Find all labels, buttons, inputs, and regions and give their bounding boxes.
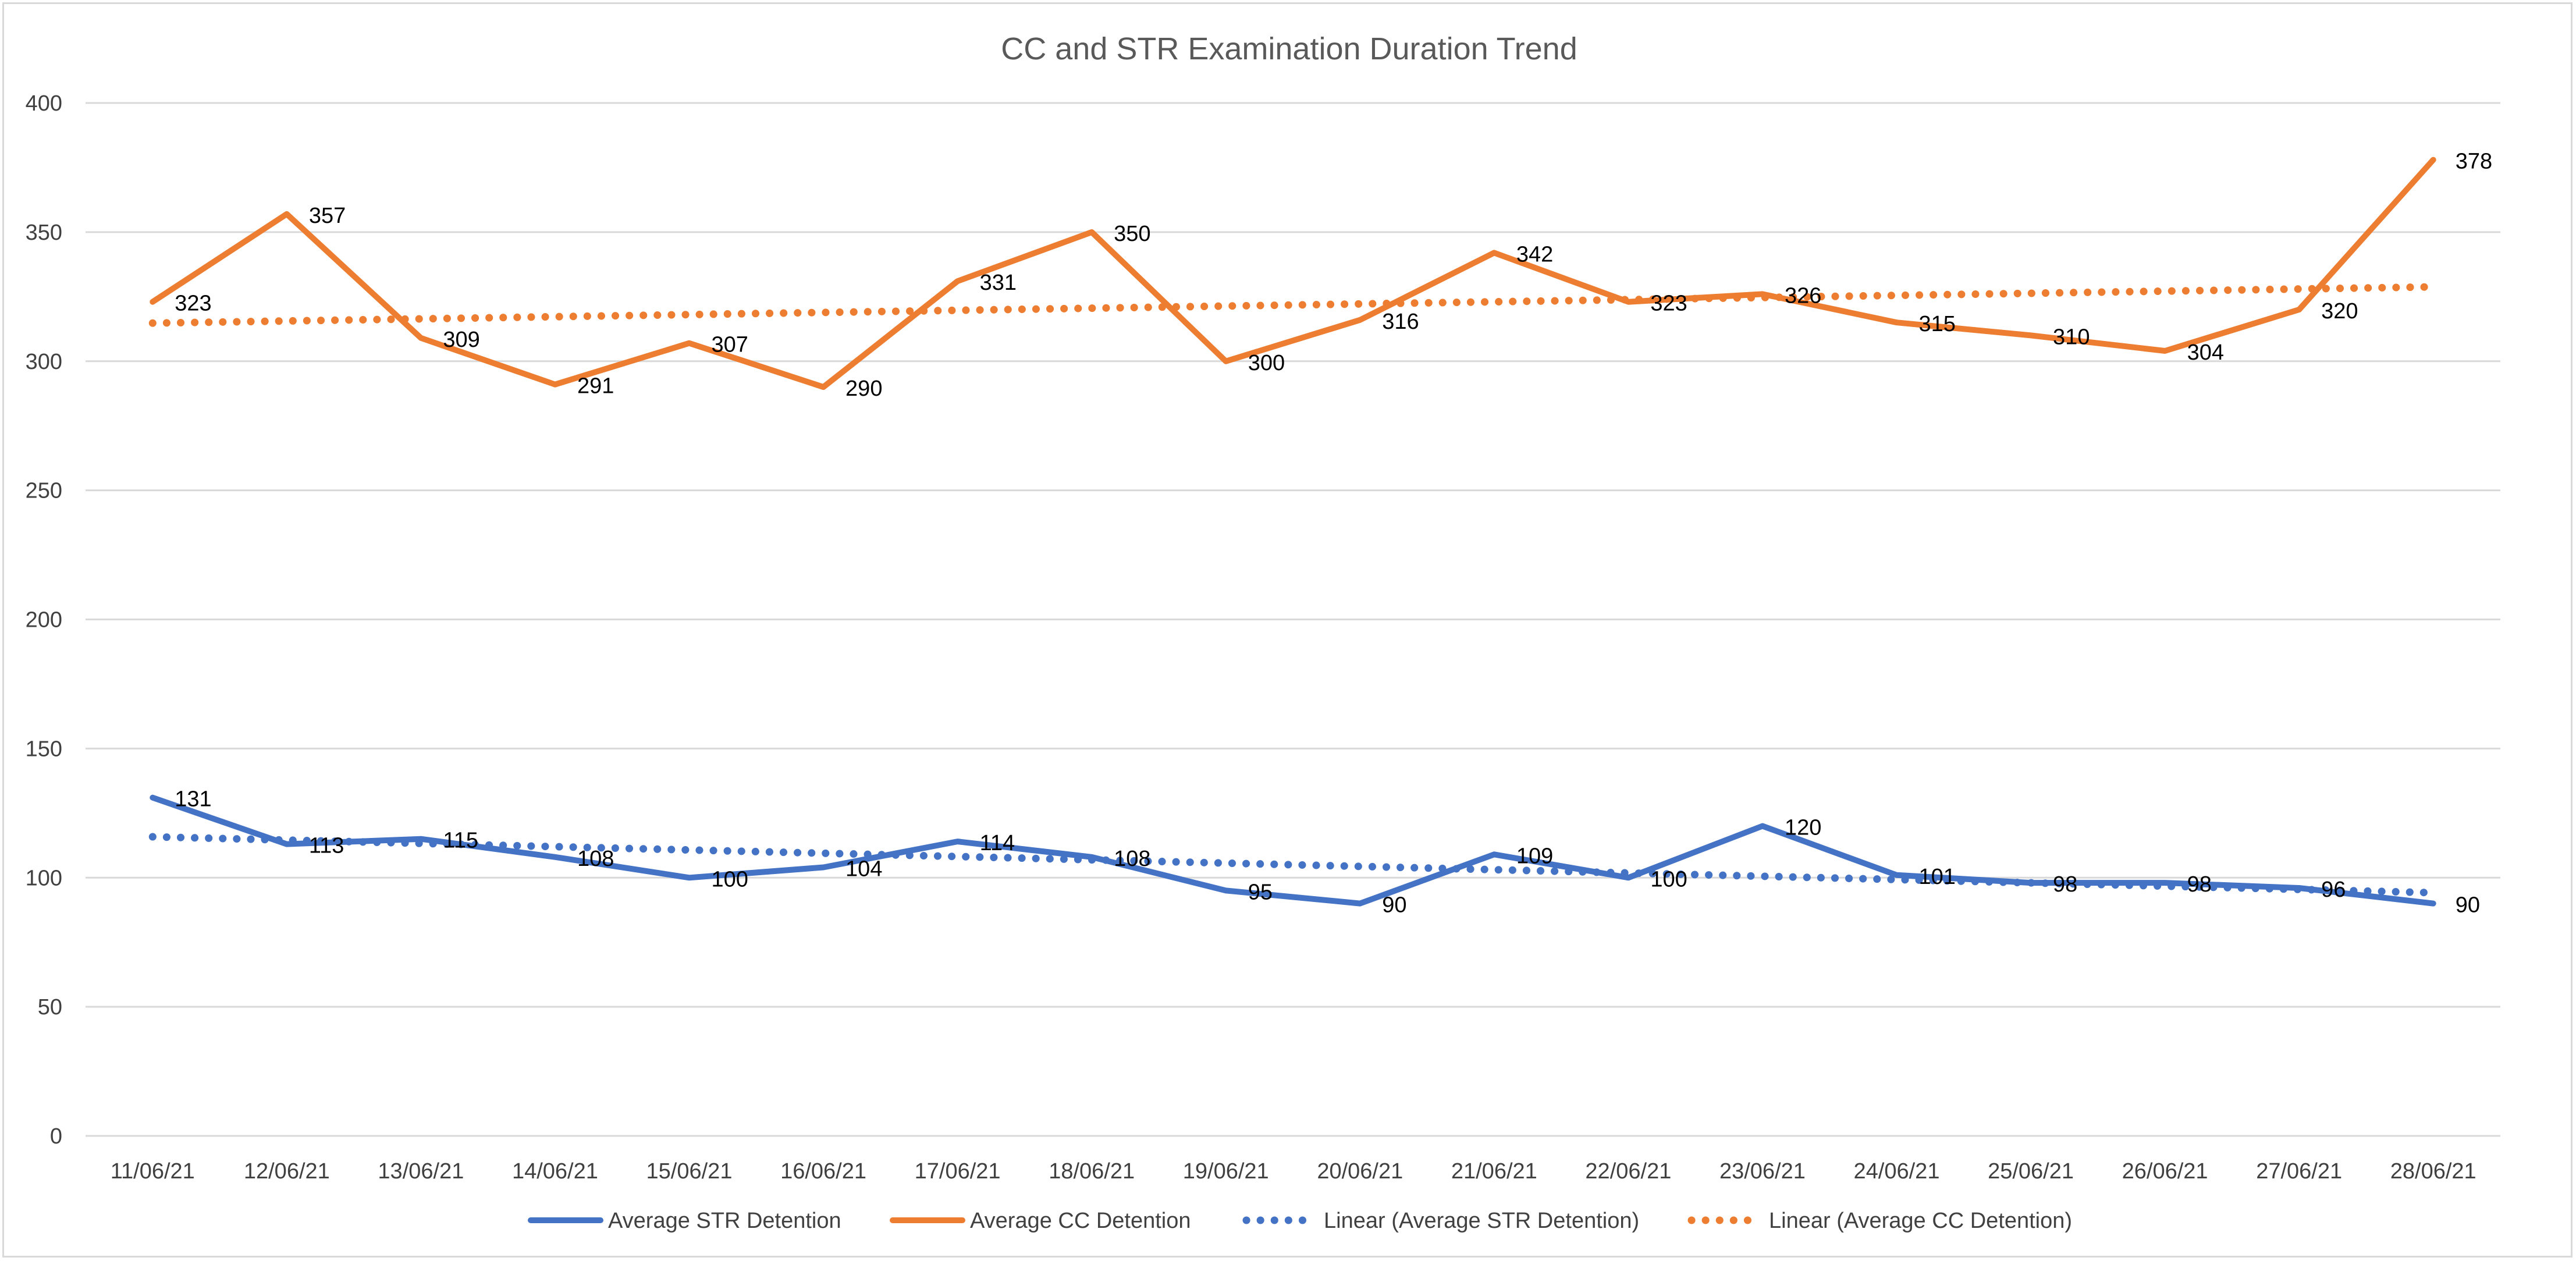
- data-label: 307: [712, 333, 748, 357]
- data-label: 114: [980, 831, 1015, 855]
- y-tick-label: 400: [26, 91, 62, 116]
- data-label: 342: [1516, 242, 1553, 267]
- y-tick-label: 300: [26, 350, 62, 374]
- data-label: 90: [2456, 893, 2480, 918]
- y-tick-label: 100: [26, 866, 62, 890]
- data-label: 304: [2187, 340, 2224, 365]
- data-label: 323: [175, 292, 211, 316]
- data-labels: 131 113 115 108 100 104 114 108 95 90 109 100 120 101…: [175, 150, 2492, 918]
- data-label: 95: [1248, 880, 1273, 904]
- y-tick-label: 250: [26, 479, 62, 503]
- gridlines: [86, 102, 2500, 1137]
- data-label: 378: [2456, 150, 2492, 174]
- legend-label: Average CC Detention: [970, 1209, 1191, 1233]
- x-tick-label: 17/06/21: [915, 1159, 1001, 1184]
- x-tick-label: 14/06/21: [512, 1159, 598, 1184]
- data-label: 326: [1785, 283, 1821, 308]
- data-label: 104: [845, 857, 882, 882]
- x-tick-label: 19/06/21: [1183, 1159, 1269, 1184]
- data-label: 98: [2053, 872, 2077, 897]
- data-label: 316: [1382, 310, 1419, 334]
- data-label: 120: [1785, 816, 1821, 840]
- data-label: 300: [1248, 351, 1285, 375]
- data-label: 290: [845, 376, 882, 401]
- x-tick-label: 13/06/21: [378, 1159, 464, 1184]
- series-line-str: [150, 794, 2436, 907]
- x-tick-label: 16/06/21: [780, 1159, 866, 1184]
- data-label: 131: [175, 787, 211, 812]
- trendline-cc: [148, 283, 2438, 327]
- data-label: 113: [309, 834, 344, 858]
- x-tick-label: 11/06/21: [111, 1159, 195, 1184]
- x-tick-label: 15/06/21: [646, 1159, 733, 1184]
- trendline-str: [148, 833, 2438, 897]
- x-tick-label: 28/06/21: [2390, 1159, 2476, 1184]
- data-label: 350: [1114, 222, 1150, 246]
- x-tick-label: 22/06/21: [1585, 1159, 1671, 1184]
- x-tick-label: 27/06/21: [2256, 1159, 2342, 1184]
- series-line-cc: [150, 157, 2436, 390]
- data-label: 96: [2321, 878, 2346, 902]
- data-label: 357: [309, 204, 346, 228]
- trendlines: [148, 283, 2438, 897]
- x-tick-label: 20/06/21: [1317, 1159, 1403, 1184]
- data-label: 101: [1919, 865, 1956, 889]
- data-label: 100: [712, 867, 748, 891]
- data-label: 315: [1919, 312, 1956, 336]
- data-label: 98: [2187, 872, 2212, 897]
- data-label: 310: [2053, 325, 2090, 349]
- chart-svg: CC and STR Examination Duration Trend 0 5…: [26, 31, 2500, 1233]
- x-tick-label: 26/06/21: [2122, 1159, 2208, 1184]
- y-tick-label: 150: [26, 737, 62, 761]
- chart-title: CC and STR Examination Duration Trend: [1001, 31, 1577, 66]
- data-label: 291: [577, 374, 614, 399]
- series-lines: [150, 157, 2436, 907]
- y-tick-label: 0: [50, 1124, 62, 1149]
- data-label: 90: [1382, 893, 1406, 918]
- data-label: 115: [443, 829, 478, 853]
- legend: Average STR Detention Average CC Detentio…: [528, 1209, 2072, 1233]
- data-label: 320: [2321, 299, 2358, 324]
- x-tick-label: 21/06/21: [1451, 1159, 1537, 1184]
- legend-label: Linear (Average CC Detention): [1769, 1209, 2072, 1233]
- y-tick-label: 50: [38, 995, 62, 1020]
- x-tick-label: 12/06/21: [244, 1159, 330, 1184]
- data-label: 309: [443, 328, 479, 352]
- x-tick-label: 18/06/21: [1049, 1159, 1135, 1184]
- axis-labels: 0 50 100 150 200 250 300 350 400 11/06/21 12/06/21…: [26, 91, 2476, 1184]
- data-label: 108: [1114, 847, 1150, 871]
- legend-label: Average STR Detention: [608, 1209, 841, 1233]
- data-label: 331: [980, 271, 1017, 295]
- legend-label: Linear (Average STR Detention): [1324, 1209, 1639, 1233]
- x-tick-label: 23/06/21: [1719, 1159, 1806, 1184]
- x-tick-label: 25/06/21: [1988, 1159, 2074, 1184]
- x-tick-label: 24/06/21: [1854, 1159, 1940, 1184]
- data-label: 100: [1650, 867, 1687, 891]
- y-tick-label: 200: [26, 608, 62, 633]
- y-tick-label: 350: [26, 221, 62, 245]
- data-label: 323: [1650, 292, 1687, 316]
- data-label: 109: [1516, 844, 1553, 868]
- data-label: 108: [577, 847, 614, 871]
